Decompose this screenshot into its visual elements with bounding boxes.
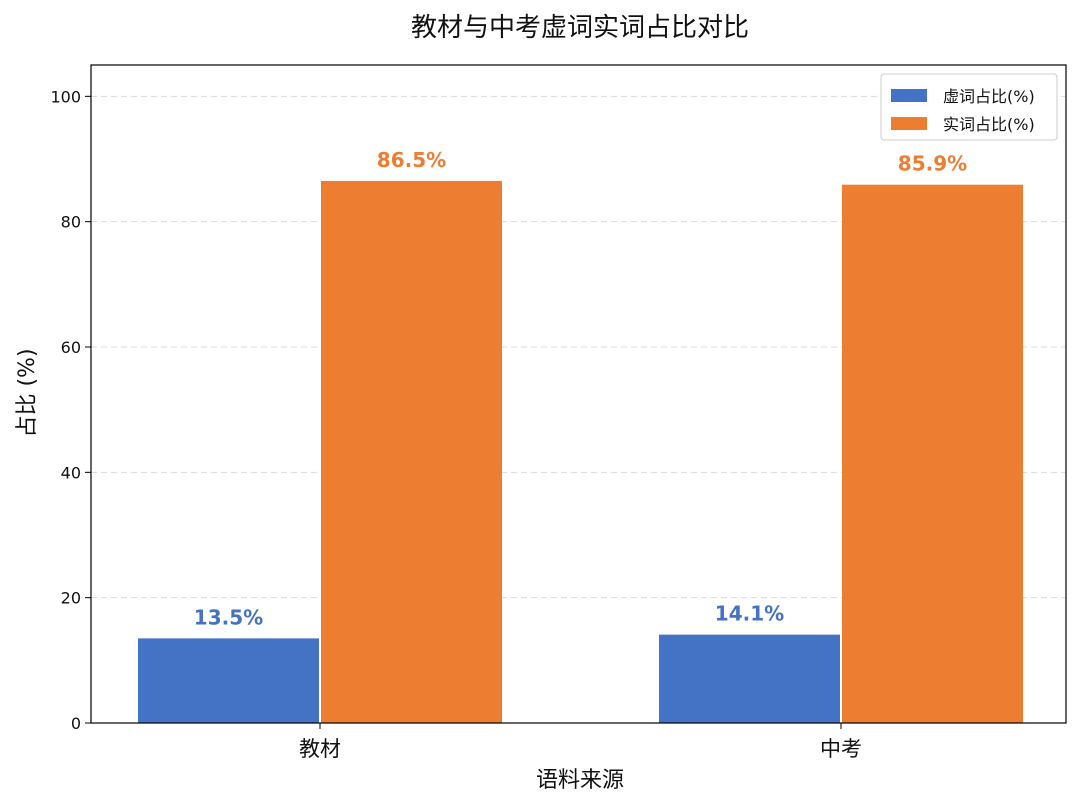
y-tick-label: 80 (61, 213, 81, 232)
y-tick-label: 100 (50, 87, 81, 106)
y-tick-label: 0 (71, 714, 81, 733)
y-tick-label: 40 (61, 463, 81, 482)
data-label: 14.1% (715, 602, 784, 626)
legend-entry: 实词占比(%) (943, 115, 1035, 134)
plot-area-frame (90, 64, 1067, 724)
y-tick-label: 20 (61, 589, 81, 608)
x-axis-label: 语料来源 (536, 768, 624, 793)
bars (138, 180, 1023, 723)
data-label: 85.9% (898, 152, 967, 176)
x-axis-ticks: 教材 中考 (299, 723, 862, 761)
y-axis-ticks: 0 20 40 60 80 100 (50, 87, 91, 733)
legend-entry: 虚词占比(%) (943, 87, 1035, 106)
x-tick-label: 中考 (820, 737, 862, 761)
legend-swatch (891, 89, 927, 102)
bar-content-word-1 (842, 184, 1023, 723)
bar-function-word-0 (138, 638, 319, 723)
data-label: 86.5% (377, 148, 446, 172)
bar-function-word-1 (659, 634, 840, 723)
y-axis-label: 占比 (%) (15, 348, 40, 437)
data-label: 13.5% (194, 605, 263, 629)
y-tick-label: 60 (61, 338, 81, 357)
data-labels: 13.5% 14.1% 86.5% 85.9% (194, 148, 967, 629)
legend-swatch (891, 117, 927, 130)
x-tick-label: 教材 (299, 737, 341, 761)
legend: 虚词占比(%) 实词占比(%) (880, 73, 1058, 141)
bar-content-word-0 (321, 180, 502, 723)
chart-title: 教材与中考虚词实词占比对比 (411, 13, 749, 43)
